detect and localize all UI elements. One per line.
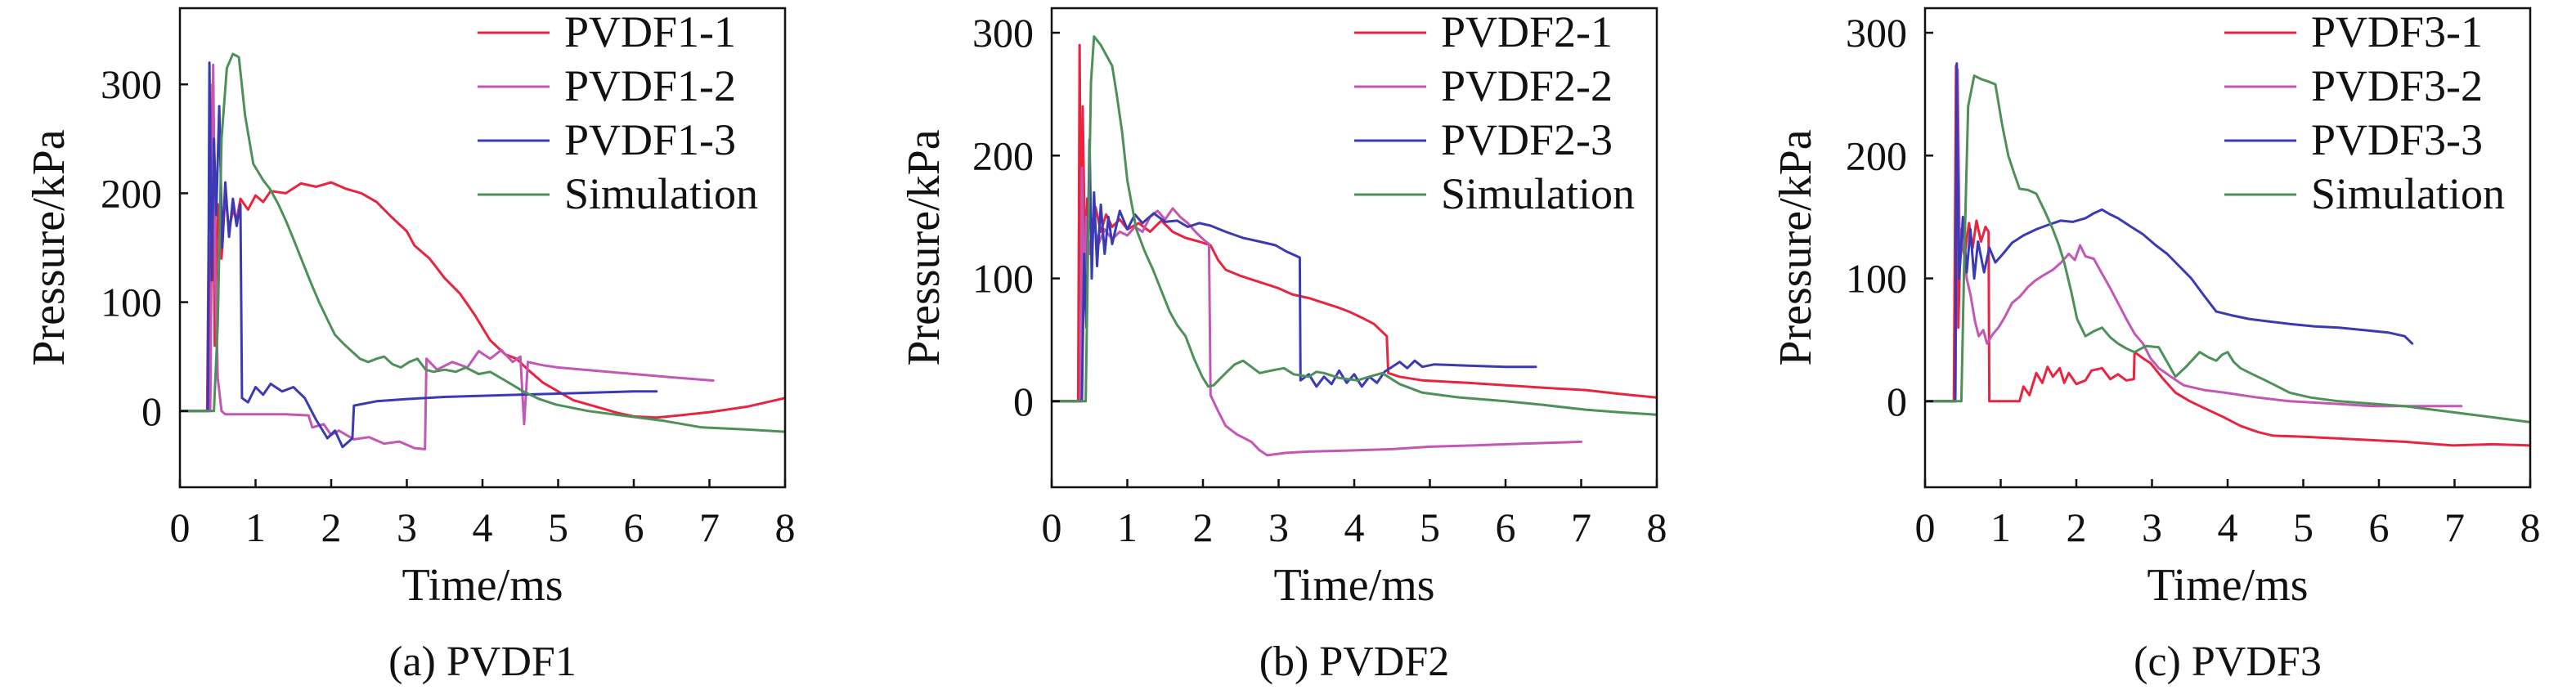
legend-label-pvdf1-2: PVDF1-2 (564, 61, 736, 110)
y-tick-label: 100 (101, 280, 162, 325)
x-tick-label: 6 (2369, 504, 2390, 550)
x-tick-label: 1 (245, 504, 266, 550)
series-line-pvdf2-3 (1052, 138, 1537, 403)
x-tick-label: 2 (321, 504, 342, 550)
x-tick-label: 0 (1042, 504, 1062, 550)
x-tick-label: 5 (548, 504, 568, 550)
series-line-simulation (1052, 35, 1657, 416)
x-tick-label: 1 (1117, 504, 1138, 550)
x-tick-label: 8 (1647, 504, 1667, 550)
x-tick-label: 3 (397, 504, 417, 550)
y-tick-label: 200 (972, 132, 1034, 178)
x-tick-label: 6 (1496, 504, 1516, 550)
series-line-pvdf3-2 (1925, 68, 2463, 408)
series-line-pvdf3-1 (1925, 65, 2530, 447)
series-lines (1052, 35, 1657, 457)
y-tick-label: 200 (1846, 132, 1907, 178)
chart-a-pvdf1: 0 1 2 3 4 5 6 7 8 0 100 200 300 Time/ms Pressure/kPa (a… (24, 7, 796, 685)
legend-label-simulation: Simulation (1441, 169, 1635, 218)
series-line-pvdf3-3 (1925, 62, 2414, 403)
legend-label-pvdf1-3: PVDF1-3 (564, 115, 736, 164)
legend-label-simulation: Simulation (564, 169, 758, 218)
x-tick-label: 2 (2067, 504, 2087, 550)
legend: PVDF2-1 PVDF2-2 PVDF2-3 Simulation (1354, 7, 1635, 218)
x-tick-label: 7 (2444, 504, 2465, 550)
y-axis-label: Pressure/kPa (899, 129, 949, 365)
series-line-pvdf1-3 (180, 61, 658, 449)
x-tick-label: 8 (775, 504, 796, 550)
legend-label-pvdf1-1: PVDF1-1 (564, 7, 736, 56)
y-tick-label: 300 (972, 10, 1034, 56)
x-tick-label: 4 (2218, 504, 2238, 550)
legend-label-pvdf2-3: PVDF2-3 (1441, 115, 1613, 164)
y-tick-label: 0 (141, 388, 162, 434)
x-tick-label: 4 (473, 504, 493, 550)
legend-label-pvdf3-1: PVDF3-1 (2311, 7, 2483, 56)
legend-label-pvdf3-2: PVDF3-2 (2311, 61, 2483, 110)
x-tick-label: 0 (1915, 504, 1936, 550)
x-tick-label: 6 (624, 504, 644, 550)
y-tick-label: 0 (1013, 379, 1034, 424)
chart-caption: (b) PVDF2 (1259, 638, 1450, 685)
y-tick-label: 300 (101, 61, 162, 107)
series-lines (180, 52, 785, 450)
x-tick-label: 0 (170, 504, 191, 550)
x-tick-label: 5 (2293, 504, 2313, 550)
y-tick-label: 100 (1846, 256, 1907, 302)
chart-b-pvdf2: 0 1 2 3 4 5 6 7 8 0 100 200 300 Time/ms Pressure/kPa (b… (899, 7, 1667, 685)
chart-caption: (a) PVDF1 (388, 638, 577, 685)
legend-label-pvdf3-3: PVDF3-3 (2311, 115, 2483, 164)
chart-caption: (c) PVDF3 (2134, 638, 2322, 685)
y-axis-label: Pressure/kPa (1770, 129, 1821, 365)
x-tick-label: 3 (2142, 504, 2162, 550)
series-lines (1925, 62, 2530, 447)
series-line-simulation (1925, 74, 2530, 423)
x-axis-label: Time/ms (2147, 560, 2308, 611)
legend: PVDF3-1 PVDF3-2 PVDF3-3 Simulation (2224, 7, 2505, 218)
y-tick-label: 200 (101, 170, 162, 216)
x-tick-label: 1 (1990, 504, 2011, 550)
x-axis-label: Time/ms (1273, 560, 1434, 611)
x-tick-label: 4 (1344, 504, 1365, 550)
x-tick-label: 5 (1420, 504, 1440, 550)
series-line-simulation (180, 52, 785, 433)
legend: PVDF1-1 PVDF1-2 PVDF1-3 Simulation (478, 7, 758, 218)
legend-label-simulation: Simulation (2311, 169, 2505, 218)
series-line-pvdf1-2 (180, 63, 715, 450)
y-axis-label: Pressure/kPa (24, 129, 74, 365)
y-tick-label: 100 (972, 256, 1034, 302)
y-tick-label: 0 (1887, 379, 1907, 424)
x-tick-label: 3 (1268, 504, 1289, 550)
chart-c-pvdf3: 0 1 2 3 4 5 6 7 8 0 100 200 300 Time/ms Pressure/kPa (c… (1770, 7, 2541, 685)
x-tick-label: 8 (2520, 504, 2541, 550)
x-tick-label: 7 (699, 504, 720, 550)
x-tick-label: 7 (1571, 504, 1591, 550)
x-tick-label: 2 (1193, 504, 1214, 550)
y-tick-label: 300 (1846, 10, 1907, 56)
legend-label-pvdf2-1: PVDF2-1 (1441, 7, 1613, 56)
x-axis-label: Time/ms (402, 560, 563, 611)
legend-label-pvdf2-2: PVDF2-2 (1441, 61, 1613, 110)
